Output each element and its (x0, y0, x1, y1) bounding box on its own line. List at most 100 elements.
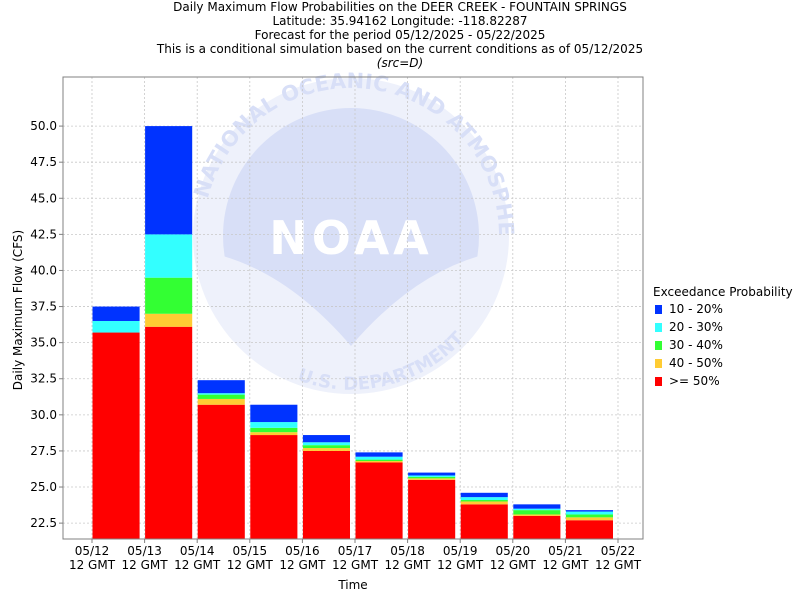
y-tick-label: 32.5 (30, 372, 57, 386)
bar-segment (92, 320, 140, 333)
x-tick-time-label: 12 GMT (595, 558, 642, 572)
y-tick-label: 47.5 (30, 155, 57, 169)
bar-segment (355, 462, 403, 539)
bar-group (92, 306, 140, 539)
bar-segment (197, 404, 245, 539)
bar-segment (565, 511, 613, 515)
bar-segment (355, 459, 403, 462)
legend-swatch (655, 376, 662, 386)
x-tick-time-label: 12 GMT (385, 558, 432, 572)
legend-item: 20 - 30% (653, 318, 793, 336)
bar-segment (565, 514, 613, 518)
bar-segment (513, 510, 561, 515)
bar-segment (408, 476, 456, 479)
x-tick-time-label: 12 GMT (542, 558, 589, 572)
bar-segment (565, 517, 613, 521)
chart-title: Daily Maximum Flow Probabilities on the … (173, 0, 627, 14)
bar-segment (565, 520, 613, 539)
bar-segment (513, 515, 561, 539)
bar-segment (355, 456, 403, 460)
bar-segment (460, 500, 508, 502)
bar-segment (460, 501, 508, 505)
legend-label: 20 - 30% (669, 320, 723, 334)
legend-label: 40 - 50% (669, 356, 723, 370)
x-axis-label: Time (338, 578, 368, 592)
x-tick-date-label: 05/13 (127, 544, 162, 558)
bar-segment (302, 435, 350, 443)
legend-swatch (655, 358, 662, 368)
bar-group (355, 452, 403, 539)
bar-group (302, 435, 350, 539)
legend-swatch (655, 304, 662, 314)
y-axis-ticks: 22.5 25.0 27.5 30.0 32.5 35.0 37.5 40.0 42.5 45.0… (30, 119, 63, 530)
bar-segment (250, 404, 298, 423)
bar-segment (250, 427, 298, 433)
legend-title: Exceedance Probability (653, 285, 793, 299)
bar-group (408, 472, 456, 539)
x-tick-time-label: 12 GMT (490, 558, 537, 572)
watermark-gull-shape (223, 256, 479, 384)
bar-segment (145, 126, 193, 235)
x-tick-date-label: 05/14 (180, 544, 215, 558)
legend-item: 40 - 50% (653, 354, 793, 372)
bar-segment (197, 398, 245, 405)
x-tick-date-label: 05/20 (496, 544, 531, 558)
bar-segment (513, 504, 561, 509)
chart-subtitle-location: Latitude: 35.94162 Longitude: -118.82287 (272, 14, 528, 28)
bar-segment (197, 394, 245, 399)
y-tick-label: 42.5 (30, 227, 57, 241)
y-tick-label: 40.0 (30, 263, 57, 277)
bar-segment (250, 422, 298, 428)
bar-segment (408, 479, 456, 539)
chart-subtitle-period: Forecast for the period 05/12/2025 - 05/… (254, 28, 546, 42)
y-tick-label: 25.0 (30, 480, 57, 494)
bar-segment (250, 435, 298, 539)
x-tick-time-label: 12 GMT (69, 558, 116, 572)
bar-segment (408, 478, 456, 480)
legend-swatch (655, 322, 662, 332)
bar-segment (302, 448, 350, 451)
bar-segment (145, 313, 193, 327)
bar-group (513, 504, 561, 539)
bar-segment (250, 432, 298, 436)
y-tick-label: 37.5 (30, 300, 57, 314)
bar-segment (92, 332, 140, 539)
y-tick-label: 27.5 (30, 444, 57, 458)
bar-segment (408, 475, 456, 477)
x-tick-date-label: 05/22 (601, 544, 636, 558)
bar-segment (302, 450, 350, 539)
bar-group (197, 380, 245, 539)
x-tick-date-label: 05/15 (233, 544, 268, 558)
x-tick-date-label: 05/12 (75, 544, 110, 558)
bar-segment (145, 234, 193, 278)
x-tick-date-label: 05/18 (390, 544, 425, 558)
bar-segment (460, 504, 508, 539)
y-tick-label: 50.0 (30, 119, 57, 133)
x-tick-date-label: 05/16 (285, 544, 320, 558)
legend-label: 30 - 40% (669, 338, 723, 352)
x-tick-date-label: 05/21 (548, 544, 583, 558)
plot-area-border (62, 76, 644, 540)
legend-item: 30 - 40% (653, 336, 793, 354)
bar-group (250, 404, 298, 539)
y-tick-label: 35.0 (30, 336, 57, 350)
bar-segment (302, 442, 350, 446)
x-tick-date-label: 05/17 (338, 544, 373, 558)
watermark-logo-text: NOAA (269, 211, 433, 265)
chart-titles: Daily Maximum Flow Probabilities on the … (0, 0, 800, 70)
x-tick-time-label: 12 GMT (227, 558, 274, 572)
x-tick-time-label: 12 GMT (332, 558, 379, 572)
y-tick-label: 45.0 (30, 191, 57, 205)
bar-segment (460, 492, 508, 498)
bar-segment (145, 326, 193, 539)
bar-segment (355, 461, 403, 463)
chart-bars (92, 126, 613, 539)
legend-item: 10 - 20% (653, 300, 793, 318)
bar-group (460, 492, 508, 539)
chart-subtitle-conditions: This is a conditional simulation based o… (156, 42, 644, 56)
bar-segment (197, 393, 245, 395)
bar-segment (565, 510, 613, 512)
legend-item: >= 50% (653, 372, 793, 390)
